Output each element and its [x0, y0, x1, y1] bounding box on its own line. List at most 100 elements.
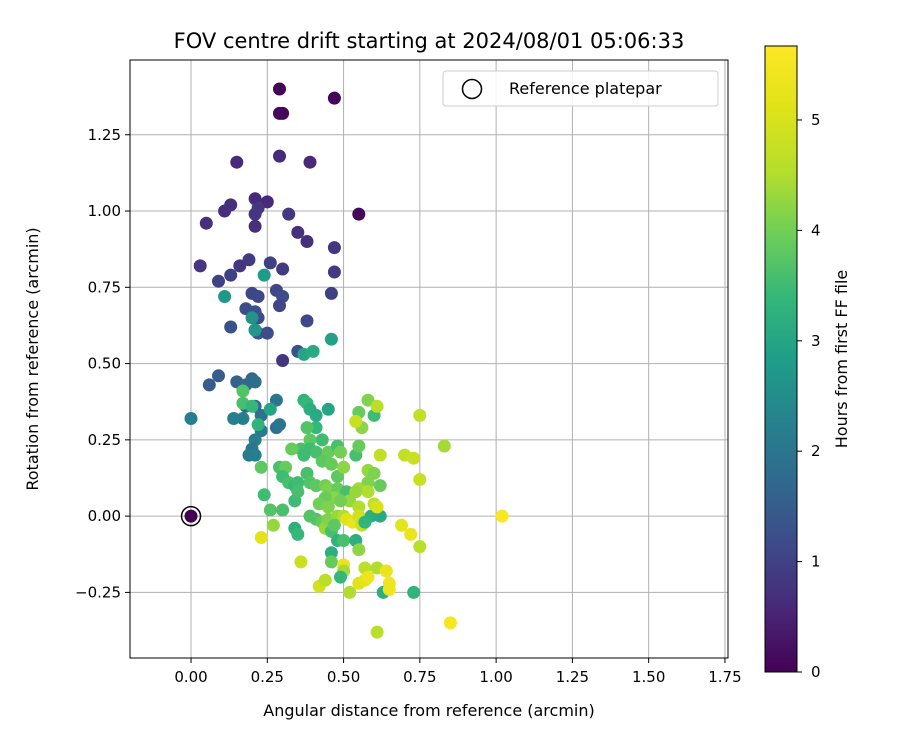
colorbar-ticks: 0 1 2 3 4 5	[797, 111, 821, 681]
data-point	[367, 466, 381, 480]
reference-point	[184, 509, 198, 523]
data-point	[248, 219, 262, 233]
data-point	[202, 378, 216, 392]
data-point	[273, 82, 286, 96]
data-point	[260, 326, 274, 340]
data-point	[276, 262, 290, 276]
y-tick-label: 0.50	[88, 355, 121, 373]
data-point	[318, 573, 332, 587]
colorbar-tick-label: 1	[811, 553, 821, 571]
data-point	[437, 439, 451, 453]
data-point	[373, 479, 387, 493]
data-point	[251, 290, 265, 303]
data-point	[413, 473, 427, 486]
x-axis-label: Angular distance from reference (arcmin)	[263, 701, 594, 720]
data-point	[257, 488, 271, 502]
colorbar-tick-label: 3	[811, 332, 821, 350]
x-tick-label: 1.00	[479, 668, 512, 686]
data-point	[361, 393, 375, 407]
data-point	[370, 625, 384, 639]
data-point	[269, 393, 283, 407]
data-point	[300, 421, 314, 435]
data-point	[248, 448, 262, 462]
data-point	[248, 323, 262, 337]
data-point	[218, 290, 232, 303]
data-point	[273, 106, 286, 120]
y-tick-label: 0.75	[88, 278, 121, 296]
chart-title: FOV centre drift starting at 2024/08/01 …	[174, 29, 685, 53]
data-point	[193, 259, 207, 273]
data-point	[245, 399, 259, 413]
y-axis-label: Rotation from reference (arcmin)	[23, 227, 42, 490]
data-point	[309, 408, 323, 422]
data-point	[282, 207, 296, 221]
data-point	[212, 274, 225, 288]
y-tick-label: 0.25	[88, 431, 121, 449]
x-tick-label: 0.25	[251, 668, 284, 686]
data-point	[248, 375, 262, 389]
data-point	[349, 485, 363, 499]
reference-platepar-marker	[180, 505, 202, 527]
data-point	[349, 415, 363, 428]
data-points	[184, 82, 509, 639]
data-point	[413, 540, 427, 554]
data-point	[379, 564, 393, 578]
y-tick-label: 0.00	[88, 507, 121, 525]
data-point	[242, 253, 256, 267]
data-point	[276, 354, 290, 367]
colorbar-tick-label: 5	[811, 111, 821, 129]
data-point	[236, 412, 250, 425]
data-point	[218, 204, 232, 218]
data-point	[331, 470, 344, 483]
data-point	[370, 399, 384, 413]
data-point	[309, 445, 323, 459]
data-point	[382, 582, 396, 596]
data-point	[370, 500, 384, 514]
data-point	[352, 543, 366, 557]
data-point	[227, 412, 241, 425]
data-point	[321, 402, 335, 416]
data-point	[361, 570, 375, 584]
data-point	[324, 546, 338, 560]
data-point	[263, 256, 277, 270]
y-axis-ticks: −0.25 0.00 0.25 0.50 0.75 1.00 1.25	[75, 126, 130, 601]
data-point	[321, 445, 335, 459]
data-point	[294, 555, 308, 569]
legend-label: Reference platepar	[509, 79, 662, 98]
data-point	[291, 225, 305, 239]
data-point	[334, 570, 347, 584]
legend-marker-icon	[461, 78, 483, 100]
data-point	[324, 457, 338, 471]
data-point	[266, 518, 280, 532]
data-point	[395, 518, 408, 532]
data-point	[334, 494, 347, 508]
data-point	[233, 259, 247, 273]
data-point	[303, 155, 317, 169]
data-point	[327, 518, 341, 532]
data-point	[303, 433, 317, 447]
data-point	[300, 314, 314, 328]
data-point	[276, 503, 290, 517]
legend: Reference platepar	[442, 70, 719, 107]
y-tick-label: 1.00	[88, 202, 121, 220]
reference-marker-layer	[180, 505, 202, 527]
data-point	[337, 534, 351, 547]
data-point	[224, 268, 238, 282]
data-point	[358, 515, 372, 529]
data-point	[327, 241, 341, 255]
colorbar-tick-label: 0	[811, 663, 821, 681]
data-point	[404, 527, 418, 541]
data-point	[291, 485, 305, 499]
data-point	[230, 155, 244, 169]
data-point	[337, 460, 351, 474]
data-point	[260, 195, 274, 209]
data-point	[495, 509, 509, 523]
data-point	[324, 332, 338, 346]
data-point	[361, 485, 375, 499]
data-point	[184, 412, 198, 425]
data-point	[306, 344, 320, 358]
x-tick-label: 0.50	[327, 668, 360, 686]
data-point	[300, 235, 314, 248]
plot-background	[130, 60, 728, 658]
